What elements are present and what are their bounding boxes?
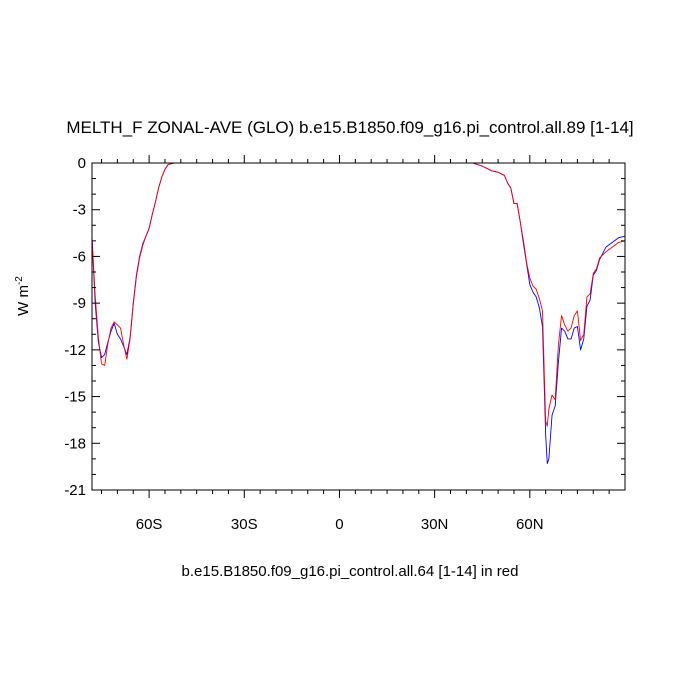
- y-tick-label: 0: [78, 155, 86, 172]
- x-tick-label: 30S: [231, 516, 258, 533]
- series-line-red: [91, 162, 626, 427]
- x-tick-label: 60N: [516, 516, 544, 533]
- y-tick-label: -9: [73, 295, 86, 312]
- series-line-blue: [91, 162, 626, 464]
- plot-content: [91, 162, 626, 464]
- y-tick-label: -18: [64, 435, 86, 452]
- chart-caption: b.e15.B1850.f09_g16.pi_control.all.64 [1…: [181, 563, 519, 580]
- y-tick-label: -6: [73, 248, 86, 265]
- y-tick-label: -12: [64, 342, 86, 359]
- y-tick-label: -15: [64, 389, 86, 406]
- y-tick-label: -3: [73, 202, 86, 219]
- plot-frame: [91, 162, 626, 491]
- x-tick-label: 0: [335, 516, 343, 533]
- x-tick-label: 60S: [136, 516, 163, 533]
- y-tick-label: -21: [64, 482, 86, 499]
- axes: 0 -3 -6 -9 -12 -15 -18 -21 60S 30S 0 30N 60N: [64, 155, 625, 533]
- x-tick-label: 30N: [421, 516, 449, 533]
- chart-title: MELTH_F ZONAL-AVE (GLO) b.e15.B1850.f09_…: [66, 118, 634, 137]
